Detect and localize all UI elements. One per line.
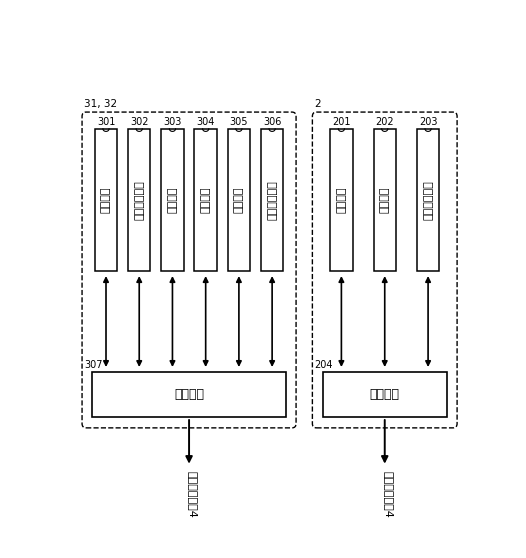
Bar	[330, 129, 352, 271]
Bar	[128, 129, 150, 271]
Text: 条形码读码器: 条形码读码器	[267, 180, 277, 220]
Text: 驱动部件: 驱动部件	[201, 187, 211, 213]
Text: 条形码读码器: 条形码读码器	[423, 180, 433, 220]
Text: 301: 301	[97, 117, 115, 127]
Bar	[95, 129, 117, 271]
Text: 吸移部件: 吸移部件	[101, 187, 111, 213]
Text: 信息处理单关4: 信息处理单关4	[383, 471, 393, 518]
Text: 303: 303	[163, 117, 181, 127]
Text: 通信部件: 通信部件	[370, 388, 400, 401]
Text: 202: 202	[376, 117, 394, 127]
Text: 305: 305	[230, 117, 248, 127]
Bar	[92, 372, 286, 417]
FancyBboxPatch shape	[82, 112, 296, 428]
Text: 传感部件: 传感部件	[380, 187, 390, 213]
Text: 201: 201	[332, 117, 351, 127]
Bar	[417, 129, 439, 271]
Text: 检测部件: 检测部件	[167, 187, 177, 213]
Text: 传感部件: 传感部件	[234, 187, 244, 213]
Text: 307: 307	[84, 360, 103, 370]
Text: 31, 32: 31, 32	[84, 99, 117, 109]
Bar	[322, 372, 447, 417]
Bar	[161, 129, 184, 271]
Text: 通信部件: 通信部件	[174, 388, 204, 401]
Text: 驱动部件: 驱动部件	[337, 187, 347, 213]
Text: 试样制备部件: 试样制备部件	[134, 180, 144, 220]
Text: 204: 204	[315, 360, 333, 370]
Text: 信息处理单关4: 信息处理单关4	[187, 471, 197, 518]
Bar	[261, 129, 284, 271]
Bar	[228, 129, 250, 271]
Text: 302: 302	[130, 117, 148, 127]
Bar	[195, 129, 217, 271]
Text: 306: 306	[263, 117, 281, 127]
Text: 203: 203	[419, 117, 437, 127]
Bar	[373, 129, 396, 271]
Text: 2: 2	[315, 99, 321, 109]
Text: 304: 304	[197, 117, 215, 127]
FancyBboxPatch shape	[312, 112, 457, 428]
